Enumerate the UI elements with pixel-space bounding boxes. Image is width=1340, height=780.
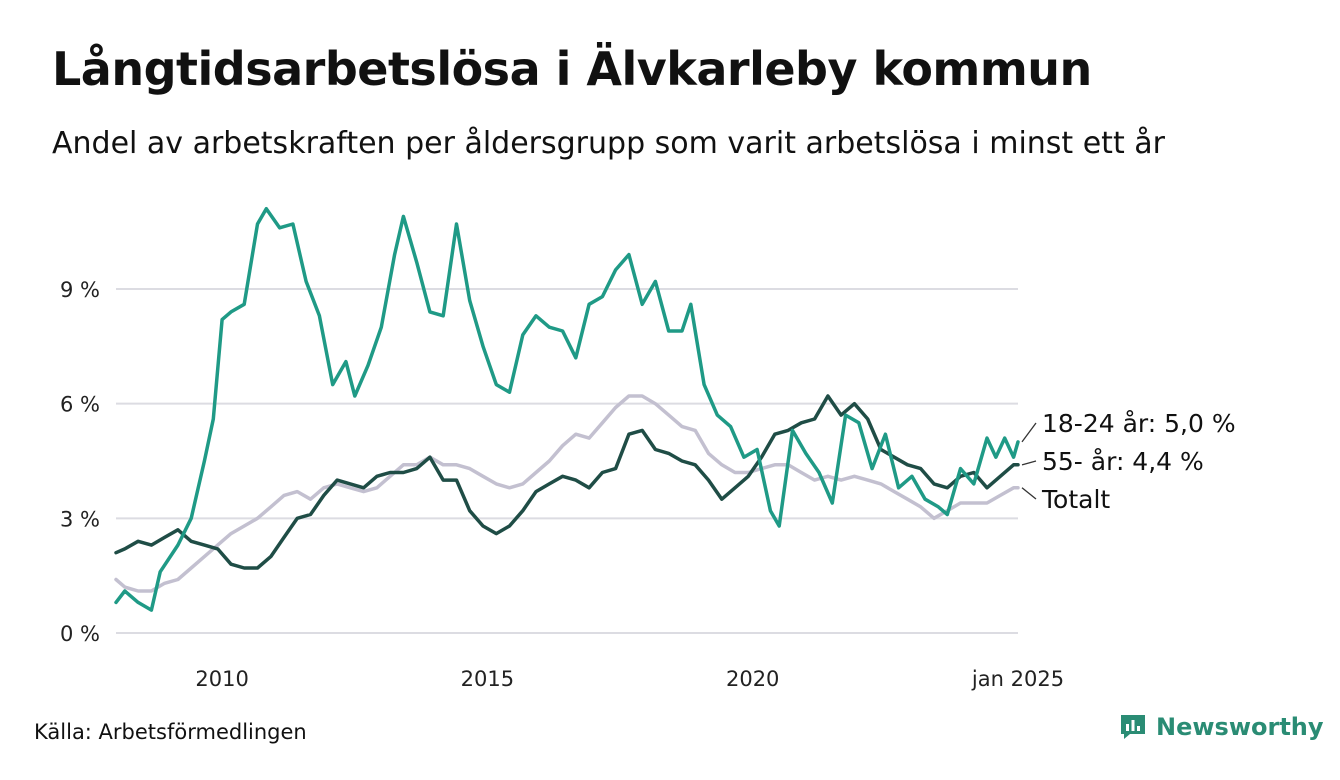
y-axis-ticks: 0 % 3 % 6 % 9 %	[60, 278, 100, 646]
series-line-2	[114, 206, 1020, 612]
x-tick-label: 2015	[461, 667, 514, 691]
brand-logo: Newsworthy	[1118, 712, 1324, 742]
chart-title: Långtidsarbetslösa i Älvkarleby kommun	[52, 42, 1092, 96]
series-line-1	[114, 394, 1020, 570]
source-note: Källa: Arbetsförmedlingen	[34, 720, 307, 744]
gridlines	[116, 288, 1018, 634]
series-end-label: Totalt	[1041, 485, 1110, 514]
newsworthy-logo-icon	[1121, 715, 1145, 739]
series-line-0	[114, 394, 1020, 593]
label-leader-2	[1021, 422, 1037, 443]
brand-name: Newsworthy	[1156, 713, 1324, 741]
series-end-label: 18-24 år: 5,0 %	[1042, 409, 1236, 438]
x-tick-label: 2010	[195, 667, 248, 691]
chart-subtitle: Andel av arbetskraften per åldersgrupp s…	[52, 126, 1165, 161]
series-end-label: 55- år: 4,4 %	[1042, 447, 1204, 476]
x-tick-label: 2020	[726, 667, 779, 691]
x-axis-ticks: 2010 2015 2020 jan 2025	[195, 667, 1064, 691]
label-leader-1	[1021, 460, 1037, 466]
y-tick-label: 9 %	[60, 278, 100, 302]
series-lines	[114, 206, 1020, 612]
y-tick-label: 3 %	[60, 507, 100, 531]
end-labels: Totalt 55- år: 4,4 % 18-24 år: 5,0 %	[1021, 409, 1236, 514]
label-leader-0	[1021, 487, 1037, 500]
y-tick-label: 6 %	[60, 393, 100, 417]
x-tick-label: jan 2025	[971, 667, 1064, 691]
y-tick-label: 0 %	[60, 622, 100, 646]
